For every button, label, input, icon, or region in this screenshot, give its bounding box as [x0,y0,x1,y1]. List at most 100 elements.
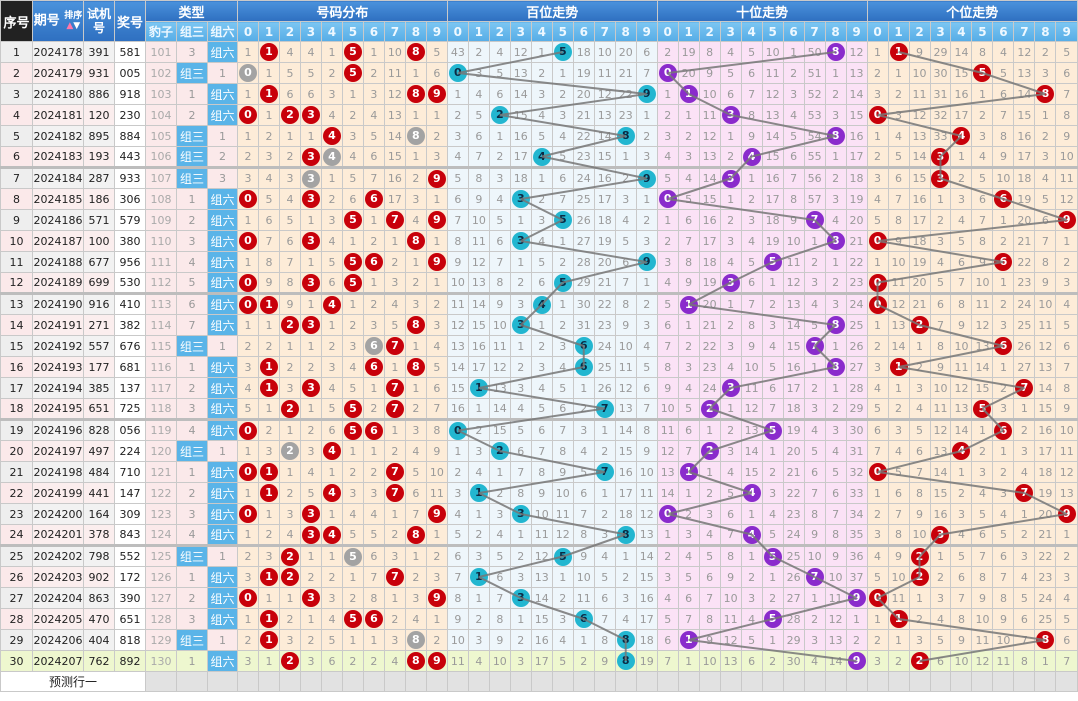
shi-omission-cell: 15 [845,104,868,126]
dist-omission-cell: 1 [383,587,406,609]
ge-omission-cell: 8 [992,125,1015,147]
leopard-cell: 122 [145,482,177,504]
predict-cell[interactable] [614,671,637,692]
predict-cell[interactable] [383,671,406,692]
shi-omission-cell: 15 [782,335,805,357]
bai-omission-cell: 4 [572,440,595,462]
shi-hit-ball: 0 [658,505,677,523]
predict-cell[interactable] [320,671,343,692]
sort-button[interactable]: 排序 ▲▼ [64,11,83,31]
shi-omission-cell: 4 [698,524,721,546]
dist-omission-cell: 2 [362,62,385,84]
predict-cell[interactable] [278,671,301,692]
trial-number-cell: 164 [83,503,115,525]
predict-cell[interactable] [1013,671,1036,692]
predict-cell[interactable] [635,671,658,692]
dist-omission-cell: 6 [320,272,343,294]
predict-cell[interactable] [446,671,469,692]
ge-hit-ball: 1 [889,358,908,376]
predict-cell[interactable] [656,671,679,692]
predict-cell[interactable] [572,671,595,692]
predict-cell[interactable] [299,671,322,692]
predict-cell[interactable] [362,671,385,692]
dist-omission-cell: 5 [341,377,364,399]
trial-number-cell: 391 [83,41,115,63]
ge-omission-cell: 23 [1034,566,1057,588]
bai-omission-cell: 2 [509,629,532,651]
dist-cell: 0 [237,292,259,315]
ge-hit-ball: 6 [994,190,1013,208]
predict-cell[interactable] [887,671,910,692]
shi-omission-cell: 7 [677,608,700,630]
dist-omission-cell: 1 [362,272,385,294]
predict-cell[interactable] [258,671,280,692]
predict-cell[interactable] [992,671,1015,692]
predict-cell[interactable] [593,671,616,692]
ge-omission-cell: 3 [908,629,931,651]
dist-omission-cell: 1 [404,335,427,357]
predict-cell[interactable] [761,671,784,692]
dist-cell: 5 [341,398,364,420]
predict-cell[interactable] [845,671,868,692]
predict-cell[interactable] [950,671,973,692]
ge-omission-cell: 5 [950,230,973,252]
bai-omission-cell: 7 [635,62,658,84]
predict-cell[interactable] [176,671,208,692]
ge-omission-cell: 25 [1034,608,1057,630]
ge-omission-cell: 14 [1034,377,1057,399]
bai-omission-cell: 3 [635,146,658,168]
predict-cell[interactable] [908,671,931,692]
predict-cell[interactable] [719,671,742,692]
dist-digit-header-3: 3 [299,21,322,42]
dist-omission-cell: 4 [404,209,427,231]
shi-hit-ball: 8 [826,232,845,250]
predict-cell[interactable] [803,671,826,692]
predict-cell[interactable] [929,671,952,692]
ge-hit-ball: 9 [1057,505,1076,523]
ge-omission-cell: 12 [1034,335,1057,357]
predict-cell[interactable] [404,671,427,692]
predict-cell[interactable] [740,671,763,692]
predict-row-label[interactable]: 预测行一 [0,671,146,692]
predict-cell[interactable] [425,671,448,692]
leopard-header: 豹子 [145,21,177,42]
predict-cell[interactable] [1034,671,1057,692]
predict-cell[interactable] [824,671,847,692]
predict-cell[interactable] [488,671,511,692]
leopard-cell: 102 [145,62,177,84]
ge-omission-cell: 2 [887,83,910,105]
dist-omission-cell: 3 [237,166,259,189]
predict-cell[interactable] [530,671,553,692]
dist-hit-ball: 1 [259,610,278,628]
ge-omission-cell: 10 [992,166,1015,189]
dist-omission-cell: 1 [258,587,280,609]
predict-cell[interactable] [866,671,889,692]
shi-omission-cell: 4 [656,272,679,294]
dist-cell: 4 [320,440,343,462]
bai-omission-cell: 16 [614,461,637,483]
predict-cell[interactable] [341,671,364,692]
predict-cell[interactable] [145,671,177,692]
predict-cell[interactable] [698,671,721,692]
bai-hit-ball: 1 [469,379,488,397]
predict-cell[interactable] [677,671,700,692]
dist-hit-ball: 2 [280,548,299,566]
predict-cell[interactable] [467,671,490,692]
leopard-cell: 109 [145,209,177,231]
predict-cell[interactable] [237,671,259,692]
shi-header: 十位走势 [656,0,868,22]
predict-cell[interactable] [782,671,805,692]
predict-cell[interactable] [551,671,574,692]
bai-hit-ball: 5 [553,211,572,229]
shi-omission-cell: 10 [740,356,763,378]
shi-omission-cell: 1 [824,335,847,357]
shi-omission-cell: 1 [656,524,679,546]
ge-omission-cell: 16 [908,188,931,210]
dist-cell: 9 [425,587,448,609]
predict-cell[interactable] [509,671,532,692]
ge-omission-cell: 2 [950,166,973,189]
period-header[interactable]: 期号 排序 ▲▼ [32,0,84,42]
predict-cell[interactable] [206,671,239,692]
predict-cell[interactable] [971,671,994,692]
predict-cell[interactable] [1055,671,1078,692]
